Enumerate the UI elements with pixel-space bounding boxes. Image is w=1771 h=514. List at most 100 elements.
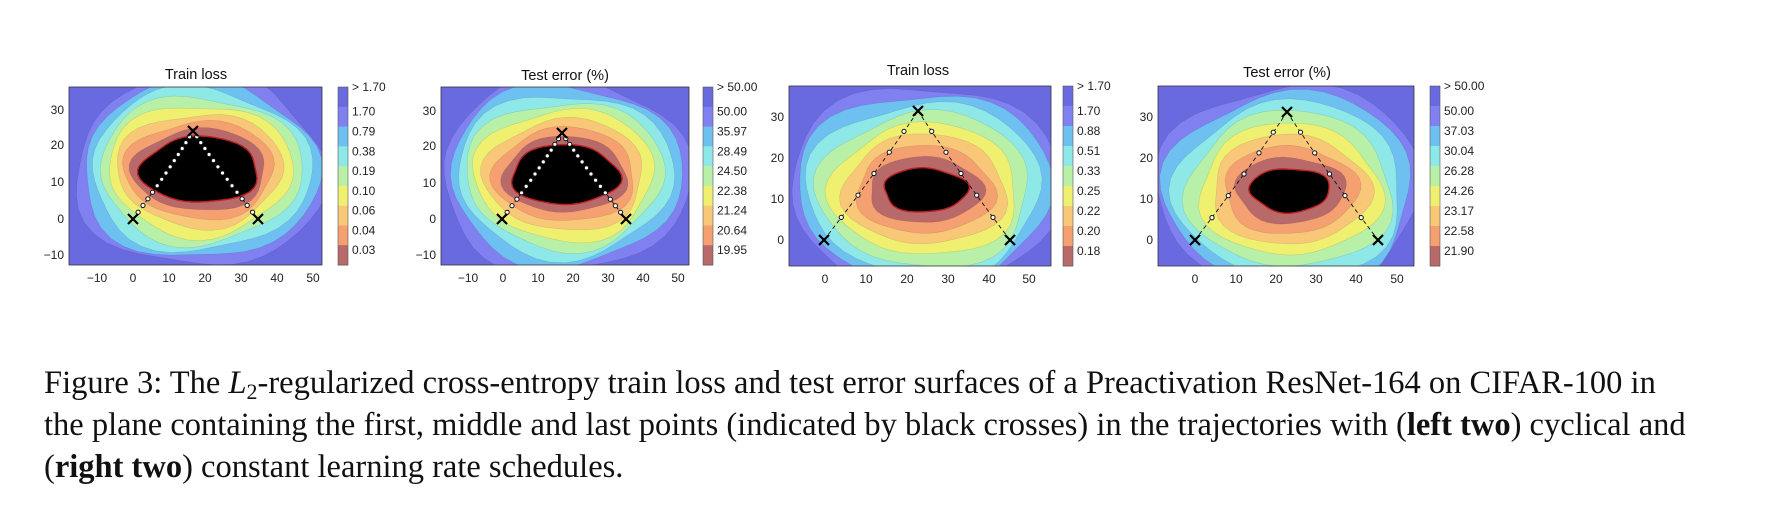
trajectory-point	[1326, 171, 1333, 177]
x-tick-label: 30	[941, 272, 955, 286]
x-tick-label: 10	[859, 272, 873, 286]
colorbar-frame	[1429, 85, 1441, 267]
colorbar-swatch	[703, 205, 713, 226]
trajectory-point	[1225, 193, 1231, 199]
y-tick-label: 20	[51, 138, 65, 152]
trajectory-point	[215, 164, 221, 170]
colorbar-swatch	[1430, 86, 1440, 107]
y-tick-label: 0	[429, 212, 436, 226]
trajectory-point	[886, 149, 892, 155]
trajectory-point	[597, 183, 604, 189]
colorbar-label: 19.95	[717, 243, 747, 257]
colorbar-label: 0.06	[352, 204, 376, 218]
colorbar-swatch	[1063, 106, 1073, 127]
colorbar-swatch	[703, 245, 713, 266]
colorbar-label: 0.04	[352, 223, 376, 237]
colorbar-swatch	[338, 106, 348, 128]
trajectory-point	[943, 149, 949, 155]
caption-l-subscript: 2	[246, 379, 258, 404]
y-tick-label: 30	[1140, 110, 1154, 124]
colorbar-swatch	[1430, 186, 1440, 207]
trajectory-point	[206, 151, 212, 158]
trajectory-point	[990, 214, 996, 220]
x-tick-label: 50	[1390, 272, 1404, 286]
colorbar-swatch	[703, 126, 713, 147]
plot-frame	[440, 86, 690, 266]
x-tick-label: 30	[234, 271, 248, 285]
trajectory-point	[150, 189, 156, 195]
trajectory-point	[244, 202, 250, 208]
trajectory-point	[602, 190, 608, 196]
figure-panels: Train loss −10 0 10 20 30 40 50 −10 0 10 20 30 > 1.70…	[44, 63, 1485, 286]
colorbar-swatch	[1063, 226, 1073, 247]
colorbar-label: 50.00	[717, 105, 747, 119]
y-tick-label: 30	[423, 104, 437, 118]
trajectory	[1189, 106, 1384, 246]
trajectory-point	[198, 140, 204, 146]
cross-marker	[496, 213, 508, 225]
contour-plot	[441, 87, 689, 265]
trajectory-point	[1312, 150, 1318, 156]
y-tick-label: 0	[57, 212, 64, 226]
colorbar-swatch	[338, 245, 348, 266]
colorbar-label: 0.19	[352, 164, 376, 178]
contour-level-9	[1248, 168, 1330, 214]
trajectory-point	[1270, 129, 1276, 135]
trajectory-point	[958, 170, 964, 177]
trajectory-point	[871, 170, 877, 177]
colorbar-swatch	[338, 126, 348, 147]
trajectory-point	[219, 170, 226, 176]
colorbar-label: 21.24	[717, 204, 747, 218]
y-tick-label: 0	[1146, 233, 1153, 247]
colorbar-swatch	[1430, 146, 1440, 167]
trajectory-point	[588, 171, 594, 177]
colorbar-label: 0.79	[352, 125, 376, 139]
trajectory-point	[571, 147, 577, 153]
trajectory-point	[579, 159, 585, 165]
colorbar-swatch	[1430, 126, 1440, 147]
x-tick-label: 40	[1349, 272, 1363, 286]
colorbar-label: 1.70	[1077, 104, 1101, 118]
y-tick-label: 10	[771, 192, 785, 206]
cross-marker	[127, 213, 139, 225]
colorbar-label: 0.10	[352, 184, 376, 198]
x-tick-label: −10	[458, 271, 479, 285]
colorbar-label: 22.38	[717, 184, 747, 198]
panel-title: Test error (%)	[1243, 65, 1331, 81]
y-tick-label: −10	[416, 248, 437, 262]
x-tick-label: 0	[130, 271, 137, 285]
colorbar-swatch	[1063, 186, 1073, 207]
x-tick-label: 30	[601, 271, 615, 285]
colorbar-swatch	[1063, 206, 1073, 227]
y-tick-label: 20	[771, 151, 785, 165]
panel-3: Train loss 0 10 20 30 40 50 0 10 20 30 > 1.70 1.70 0.…	[771, 63, 1111, 286]
colorbar-frame	[337, 86, 349, 266]
trajectory-point	[548, 147, 554, 153]
panel-title: Test error (%)	[521, 68, 609, 84]
colorbar-swatch	[703, 87, 713, 108]
plot-frame	[788, 85, 1052, 267]
plot-frame	[1157, 85, 1415, 267]
y-tick-label: 20	[1140, 151, 1154, 165]
y-tick-label: 30	[51, 103, 65, 117]
colorbar-label: 1.70	[352, 105, 376, 119]
caption-part1: -regularized cross-entropy train loss an…	[44, 365, 1656, 443]
trajectory-point	[607, 196, 613, 202]
cross-marker	[556, 127, 568, 139]
colorbar-swatch	[703, 166, 713, 187]
colorbar-swatch	[338, 87, 348, 108]
colorbar-swatch	[1063, 246, 1073, 267]
trajectory-point	[1241, 171, 1247, 177]
caption-part2: ) cyclical and (	[44, 407, 1686, 485]
colorbar-swatch	[1063, 146, 1073, 167]
contour-plot	[69, 87, 322, 265]
trajectory	[496, 127, 632, 225]
colorbar-label: 20.64	[717, 223, 747, 237]
x-tick-label: 40	[270, 271, 284, 285]
colorbar-label: 0.51	[1077, 144, 1101, 158]
trajectory-point	[140, 202, 146, 208]
x-tick-label: 10	[531, 271, 545, 285]
trajectory-point	[514, 196, 520, 202]
colorbar-swatch	[1063, 86, 1073, 107]
colorbar-swatch	[338, 225, 348, 246]
